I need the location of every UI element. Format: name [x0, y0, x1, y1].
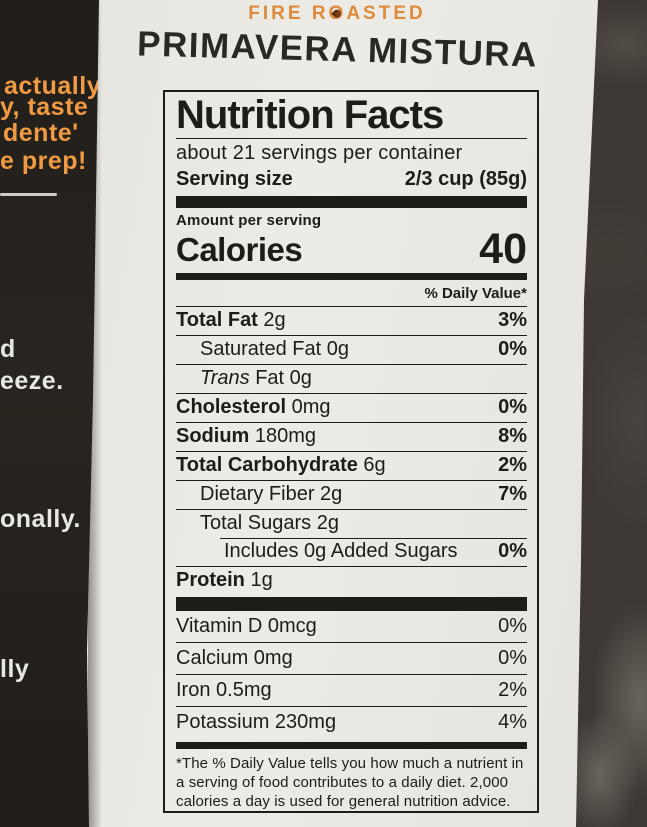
nutrient-name: Protein 1g: [176, 569, 273, 591]
nutrient-name: Vitamin D 0mcg: [176, 615, 317, 637]
nutrient-row: Trans Fat 0g: [176, 364, 527, 393]
nutrient-name: Iron 0.5mg: [176, 679, 272, 701]
serving-size-value: 2/3 cup (85g): [404, 168, 527, 190]
nutrient-name: Sodium 180mg: [176, 425, 317, 447]
daily-value-footnote: *The % Daily Value tells you how much a …: [176, 755, 524, 810]
daily-value-header: % Daily Value*: [424, 285, 527, 302]
package-text-fragment: e prep!: [0, 147, 87, 175]
daily-value: 0%: [498, 647, 527, 669]
nutrient-name: Cholesterol 0mg: [176, 396, 331, 418]
calories-row: Calories 40: [176, 225, 527, 273]
nutrient-row: Sodium 180mg 8%: [176, 422, 527, 451]
servings-per-container: about 21 servings per container: [176, 142, 463, 164]
nutrient-row: Dietary Fiber 2g 7%: [176, 480, 527, 509]
nutrient-name: Total Carbohydrate 6g: [176, 454, 386, 476]
separator-bar-medium: [176, 273, 527, 280]
brand-line: FIRE ROASTED: [97, 3, 577, 25]
nutrient-name: Includes 0g Added Sugars: [224, 540, 458, 562]
nutrient-row: Vitamin D 0mcg 0%: [176, 611, 527, 642]
daily-value: 2%: [498, 679, 527, 701]
nutrient-name: Saturated Fat 0g: [200, 338, 349, 360]
daily-value: 7%: [498, 483, 527, 505]
package-text-fragment: d: [0, 335, 16, 363]
nutrient-name: Trans Fat 0g: [200, 367, 312, 389]
daily-value: 0%: [498, 338, 527, 360]
package-text-fragment: dente': [3, 119, 79, 147]
package-text-fragment: actually: [4, 72, 102, 100]
nutrient-row: Cholesterol 0mg 0%: [176, 393, 527, 422]
nutrient-name: Calcium 0mg: [176, 647, 293, 669]
nutrient-name: Total Fat 2g: [176, 309, 286, 331]
brand-letter-o: O: [329, 3, 347, 25]
nutrient-row: Potassium 230mg 4%: [176, 706, 527, 738]
calories-label: Calories: [176, 231, 303, 268]
brand-text-prefix: FIRE R: [248, 3, 329, 24]
daily-value: 2%: [498, 454, 527, 476]
package-text-fragment: onally.: [0, 505, 81, 533]
package-text-fragment: lly: [0, 655, 30, 683]
nutrient-row: Saturated Fat 0g 0%: [176, 335, 527, 364]
nutrient-row: Protein 1g: [176, 566, 527, 595]
nutrient-row: Iron 0.5mg 2%: [176, 674, 527, 706]
nutrient-name: Dietary Fiber 2g: [200, 483, 343, 505]
nutrition-facts-title: Nutrition Facts: [176, 92, 527, 139]
brand-text-suffix: ASTED: [346, 3, 426, 24]
nutrition-facts-panel: Nutrition Facts about 21 servings per co…: [163, 90, 539, 813]
calories-value: 40: [479, 225, 527, 273]
nutrient-row: Calcium 0mg 0%: [176, 642, 527, 674]
nutrient-name: Total Sugars 2g: [200, 512, 339, 534]
separator-bar-heavy: [176, 597, 527, 611]
package-text-fragment: eeze.: [0, 367, 64, 395]
daily-value: 8%: [498, 425, 527, 447]
daily-value: 3%: [498, 309, 527, 331]
left-divider-line: [0, 193, 57, 196]
serving-size-row: Serving size 2/3 cup (85g): [176, 167, 527, 191]
nutrient-row: Total Fat 2g 3%: [176, 306, 527, 335]
nutrient-row: Total Carbohydrate 6g 2%: [176, 451, 527, 480]
nutrient-row: Includes 0g Added Sugars 0%: [176, 538, 527, 566]
nutrient-row: Total Sugars 2g: [176, 509, 527, 538]
separator-bar-medium-bottom: [176, 742, 527, 749]
nutrient-rows: Total Fat 2g 3% Saturated Fat 0g 0% Trans Fa…: [176, 306, 527, 595]
separator-bar-thick: [176, 196, 527, 208]
daily-value: 0%: [498, 540, 527, 562]
daily-value: 0%: [498, 396, 527, 418]
nutrient-name: Potassium 230mg: [176, 711, 337, 733]
serving-size-label: Serving size: [176, 168, 293, 190]
package-text-fragment: y, taste: [0, 93, 89, 121]
inset-rule: [220, 538, 527, 539]
daily-value: 4%: [498, 711, 527, 733]
daily-value: 0%: [498, 615, 527, 637]
amount-per-serving-label: Amount per serving: [176, 212, 322, 229]
package-left-panel: actually y, taste dente' e prep! d eeze. onall…: [0, 0, 102, 827]
vitamin-rows: Vitamin D 0mcg 0% Calcium 0mg 0% Iron 0.5mg 2…: [176, 611, 527, 738]
